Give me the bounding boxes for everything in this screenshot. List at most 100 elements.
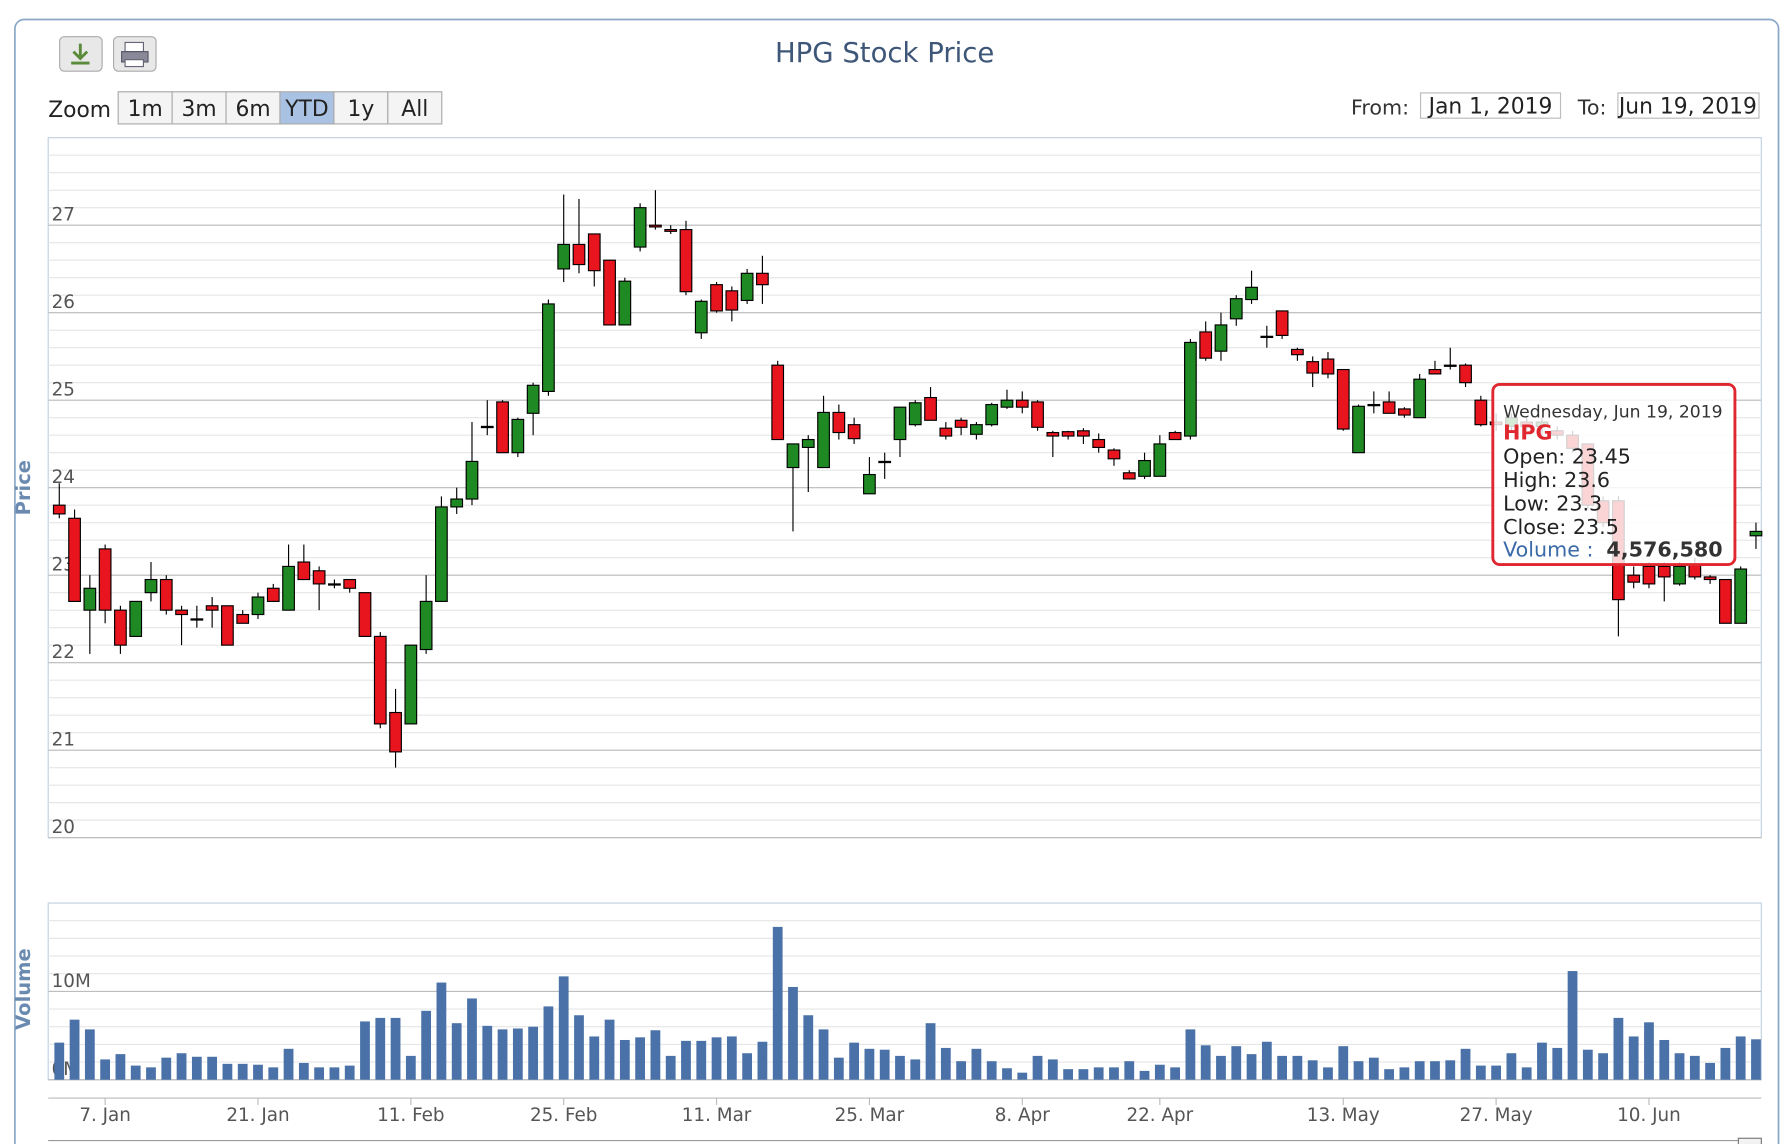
x-tick-label: 25. Mar: [835, 1105, 905, 1126]
candle-body: [1214, 324, 1228, 352]
candle-body: [1336, 368, 1350, 430]
candle-body: [679, 228, 693, 293]
candle-body: [572, 243, 586, 266]
zoom-button[interactable]: [333, 91, 389, 125]
from-input[interactable]: [1419, 92, 1562, 119]
to-label: To:: [1577, 96, 1607, 120]
candle-body: [557, 243, 571, 270]
candle-body: [343, 578, 357, 589]
candle-body: [664, 228, 678, 232]
tooltip-volume-value: 4,576,580: [1606, 538, 1722, 562]
volume-bar: [788, 986, 798, 1080]
x-tick-label: 25. Feb: [530, 1105, 597, 1126]
to-date: Jun 19, 2019: [1617, 95, 1757, 120]
volume-bar: [971, 1048, 982, 1080]
volume-bar: [1644, 1022, 1654, 1080]
volume-bar: [895, 1055, 905, 1080]
candle-body: [1749, 530, 1763, 537]
candle-body: [1184, 341, 1197, 437]
candle-body: [205, 605, 219, 611]
candle-body: [98, 548, 112, 611]
volume-bar: [604, 1019, 615, 1080]
volume-bar: [803, 1015, 814, 1080]
x-tick-label: 13. May: [1307, 1105, 1380, 1126]
volume-bar: [1491, 1065, 1502, 1080]
volume-bar: [742, 1053, 753, 1080]
volume-bar: [1582, 1049, 1593, 1080]
zoom-button-label: 3m: [182, 97, 217, 122]
y-tick-label: 24: [52, 467, 75, 488]
candle-body: [419, 600, 433, 651]
volume-bar: [940, 1047, 951, 1080]
candle-body: [1474, 399, 1488, 426]
candle-body: [618, 280, 632, 326]
y-tick-label: 25: [52, 380, 75, 401]
tooltip-row-value: 23.3: [1556, 492, 1602, 516]
volume-bar: [772, 926, 783, 1080]
navigator-handle[interactable]: [1737, 1137, 1762, 1144]
candle-body: [114, 609, 127, 646]
x-tick-label: 11. Mar: [682, 1105, 752, 1126]
volume-bar: [207, 1056, 218, 1080]
tooltip-row-value: 23.45: [1572, 445, 1631, 469]
volume-bar: [711, 1037, 722, 1080]
tooltip-row-label: High:: [1503, 468, 1557, 492]
candle-body: [954, 419, 968, 428]
volume-bar: [497, 1029, 508, 1080]
candle-body: [1015, 399, 1029, 408]
volume-bar: [1521, 1067, 1532, 1080]
volume-bar: [528, 1026, 539, 1080]
volume-bar: [1384, 1069, 1395, 1080]
download-button[interactable]: [59, 36, 103, 72]
candle-body: [1673, 565, 1686, 585]
candle-body: [1428, 368, 1442, 375]
candle-body: [1398, 408, 1411, 416]
to-input[interactable]: [1617, 92, 1760, 119]
candle-body: [1459, 364, 1472, 384]
volume-bar: [1277, 1055, 1288, 1080]
volume-bar: [619, 1039, 630, 1080]
candle-body: [1046, 431, 1060, 437]
zoom-button-label: YTD: [284, 97, 328, 122]
volume-bar: [1430, 1061, 1440, 1080]
candle-body: [587, 233, 601, 272]
tooltip-row: Open: 23.45: [1503, 445, 1631, 469]
zoom-button[interactable]: [387, 91, 443, 125]
volume-bar: [910, 1059, 921, 1080]
print-button[interactable]: [113, 36, 157, 72]
volume-bar: [1506, 1053, 1517, 1080]
candle-body: [1107, 449, 1121, 460]
y-axis-title: Price: [12, 460, 35, 515]
y2-tick-label: 10M: [52, 971, 91, 992]
candle-body: [756, 272, 769, 286]
tooltip-row: Low: 23.3: [1503, 492, 1602, 516]
volume-bar: [1124, 1061, 1135, 1080]
zoom-button[interactable]: [225, 91, 281, 125]
candle-body: [1000, 399, 1014, 408]
volume-bar: [1292, 1055, 1303, 1080]
volume-bar: [879, 1049, 890, 1080]
volume-bar: [1674, 1053, 1685, 1080]
zoom-button[interactable]: [279, 91, 335, 125]
volume-bar: [1353, 1061, 1364, 1080]
candle-body: [1168, 431, 1182, 441]
volume-bar: [1751, 1039, 1761, 1080]
volume-bar: [1200, 1045, 1211, 1080]
candle-body: [1688, 564, 1702, 578]
volume-bar: [1537, 1042, 1547, 1080]
zoom-button[interactable]: [171, 91, 227, 125]
volume-bar: [849, 1042, 860, 1080]
volume-bar: [1185, 1029, 1196, 1080]
volume-bar: [574, 1015, 584, 1080]
tooltip-row-value: 23.6: [1564, 468, 1610, 492]
y-tick-label: 21: [52, 730, 75, 751]
volume-bar: [726, 1036, 737, 1080]
candle-body: [970, 424, 983, 435]
candle-body: [1291, 348, 1304, 356]
volume-bar: [1460, 1048, 1471, 1080]
volume-bar: [665, 1055, 676, 1080]
x-tick-label: 11. Feb: [377, 1105, 444, 1126]
candle-body: [771, 364, 785, 441]
volume-bar: [925, 1023, 936, 1080]
volume-bar: [1445, 1060, 1456, 1080]
